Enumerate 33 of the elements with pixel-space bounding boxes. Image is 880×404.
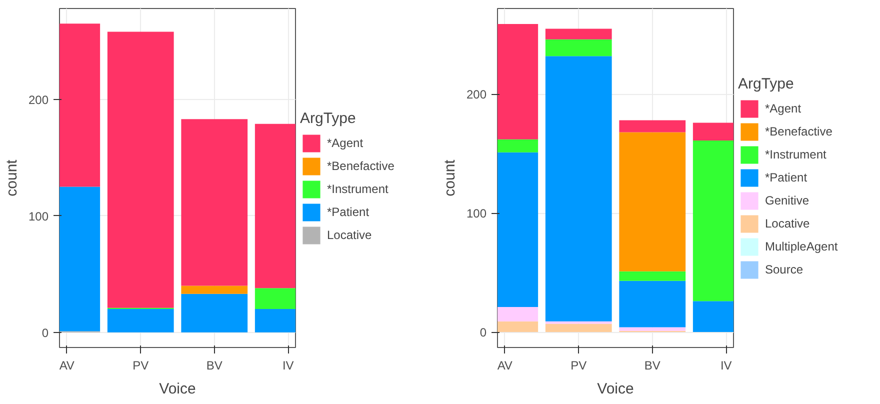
x-tick-label: IV [282, 358, 294, 372]
legend-label: *Patient [765, 169, 808, 186]
legend-title: ArgType [300, 110, 357, 126]
y-tick-label: 100 [28, 209, 49, 224]
legend-title: ArgType [738, 75, 795, 92]
legend-label: *Agent [327, 134, 364, 152]
y-tick-label: 0 [42, 326, 49, 340]
legend-label: Genitive [765, 192, 810, 209]
legend-label: Source [765, 261, 804, 278]
legend-label: Locative [765, 215, 810, 232]
x-axis-title: Voice [597, 380, 634, 398]
x-tick-label: IV [720, 358, 732, 372]
legend-label: Locative [327, 226, 372, 244]
x-axis-title: Voice [159, 380, 196, 398]
y-tick-label: 200 [466, 88, 487, 102]
legend-label: *Instrument [327, 180, 388, 198]
legend-label: *Instrument [765, 146, 826, 163]
legend-label: *Benefactive [327, 158, 394, 174]
legend-label: *Benefactive [765, 123, 832, 140]
y-tick-label: 100 [466, 206, 487, 221]
y-tick-label: 0 [480, 326, 487, 340]
x-tick-label: BV [644, 358, 660, 372]
y-tick-label: 200 [28, 92, 49, 107]
legend-label: *Agent [765, 100, 802, 117]
x-tick-label: PV [132, 358, 149, 372]
legend-label: *Patient [327, 204, 370, 220]
x-tick-label: AV [497, 358, 512, 372]
legend-label: MultipleAgent [765, 238, 838, 255]
x-tick-label: AV [59, 358, 74, 372]
y-axis-title: count [441, 158, 458, 196]
x-tick-label: PV [570, 358, 587, 372]
y-axis-title: count [3, 158, 20, 196]
x-tick-label: BV [206, 358, 222, 372]
